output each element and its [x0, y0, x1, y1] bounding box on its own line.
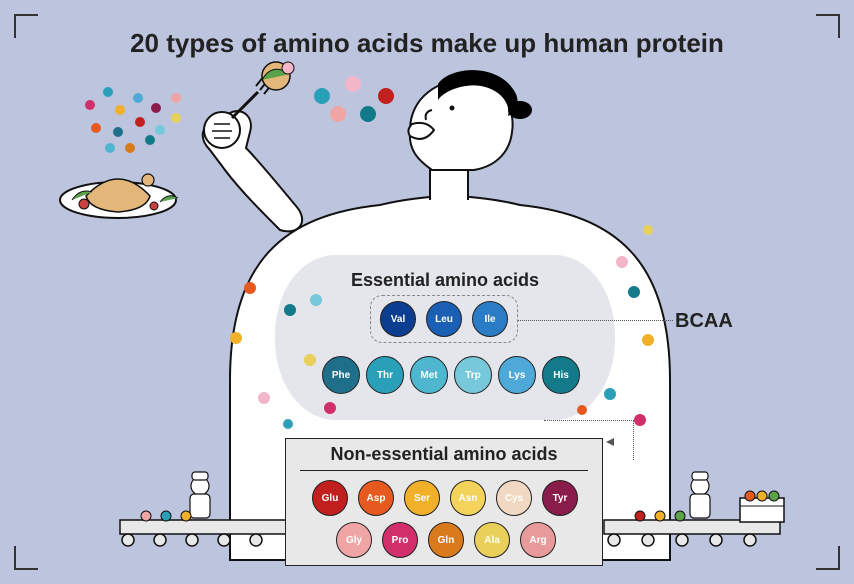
ambient-dot — [330, 106, 346, 122]
amino-acid-thr: Thr — [366, 356, 404, 394]
ambient-dot — [103, 87, 113, 97]
amino-acid-glu: Glu — [312, 480, 348, 516]
ambient-dot — [230, 332, 242, 344]
amino-acid-leu: Leu — [426, 301, 462, 337]
ambient-dot — [85, 100, 95, 110]
ambient-dot — [155, 125, 165, 135]
ambient-dot — [643, 225, 653, 235]
amino-acid-cys: Cys — [496, 480, 532, 516]
amino-acid-trp: Trp — [454, 356, 492, 394]
ambient-dot — [145, 135, 155, 145]
ambient-dot — [135, 117, 145, 127]
amino-acid-asp: Asp — [358, 480, 394, 516]
ambient-dot — [283, 419, 293, 429]
amino-acid-tyr: Tyr — [542, 480, 578, 516]
ambient-dot — [642, 334, 654, 346]
infographic-stage: Essential amino acids BCAA Non-essential… — [0, 0, 854, 584]
ambient-dot — [171, 113, 181, 123]
nonessential-connector — [544, 420, 634, 460]
amino-acid-his: His — [542, 356, 580, 394]
amino-acid-gln: Gln — [428, 522, 464, 558]
ambient-dot — [91, 123, 101, 133]
ambient-dot — [310, 294, 322, 306]
nonessential-divider — [300, 470, 588, 471]
ambient-dot — [360, 106, 376, 122]
amino-acid-gly: Gly — [336, 522, 372, 558]
amino-acid-lys: Lys — [498, 356, 536, 394]
ambient-dot — [125, 143, 135, 153]
ambient-dot — [378, 88, 394, 104]
ambient-dot — [616, 256, 628, 268]
amino-acid-arg: Arg — [520, 522, 556, 558]
ambient-dot — [115, 105, 125, 115]
ambient-dot — [258, 392, 270, 404]
amino-acid-met: Met — [410, 356, 448, 394]
ambient-dot — [151, 103, 161, 113]
ambient-dot — [105, 143, 115, 153]
ambient-dot — [577, 405, 587, 415]
ambient-dot — [324, 402, 336, 414]
amino-acid-val: Val — [380, 301, 416, 337]
ambient-dot — [628, 286, 640, 298]
bcaa-connector — [518, 320, 673, 321]
amino-acid-ala: Ala — [474, 522, 510, 558]
ambient-dot — [244, 282, 256, 294]
ambient-dot — [171, 93, 181, 103]
amino-acid-ile: Ile — [472, 301, 508, 337]
ambient-dot — [345, 76, 361, 92]
ambient-dot — [314, 88, 330, 104]
ambient-dot — [634, 414, 646, 426]
ambient-dot — [604, 388, 616, 400]
essential-heading: Essential amino acids — [275, 270, 615, 291]
ambient-dot — [304, 354, 316, 366]
ambient-dot — [284, 304, 296, 316]
bcaa-label: BCAA — [675, 310, 733, 333]
amino-acid-asn: Asn — [450, 480, 486, 516]
amino-acid-pro: Pro — [382, 522, 418, 558]
amino-acid-phe: Phe — [322, 356, 360, 394]
ambient-dot — [133, 93, 143, 103]
ambient-dot — [113, 127, 123, 137]
amino-acid-ser: Ser — [404, 480, 440, 516]
